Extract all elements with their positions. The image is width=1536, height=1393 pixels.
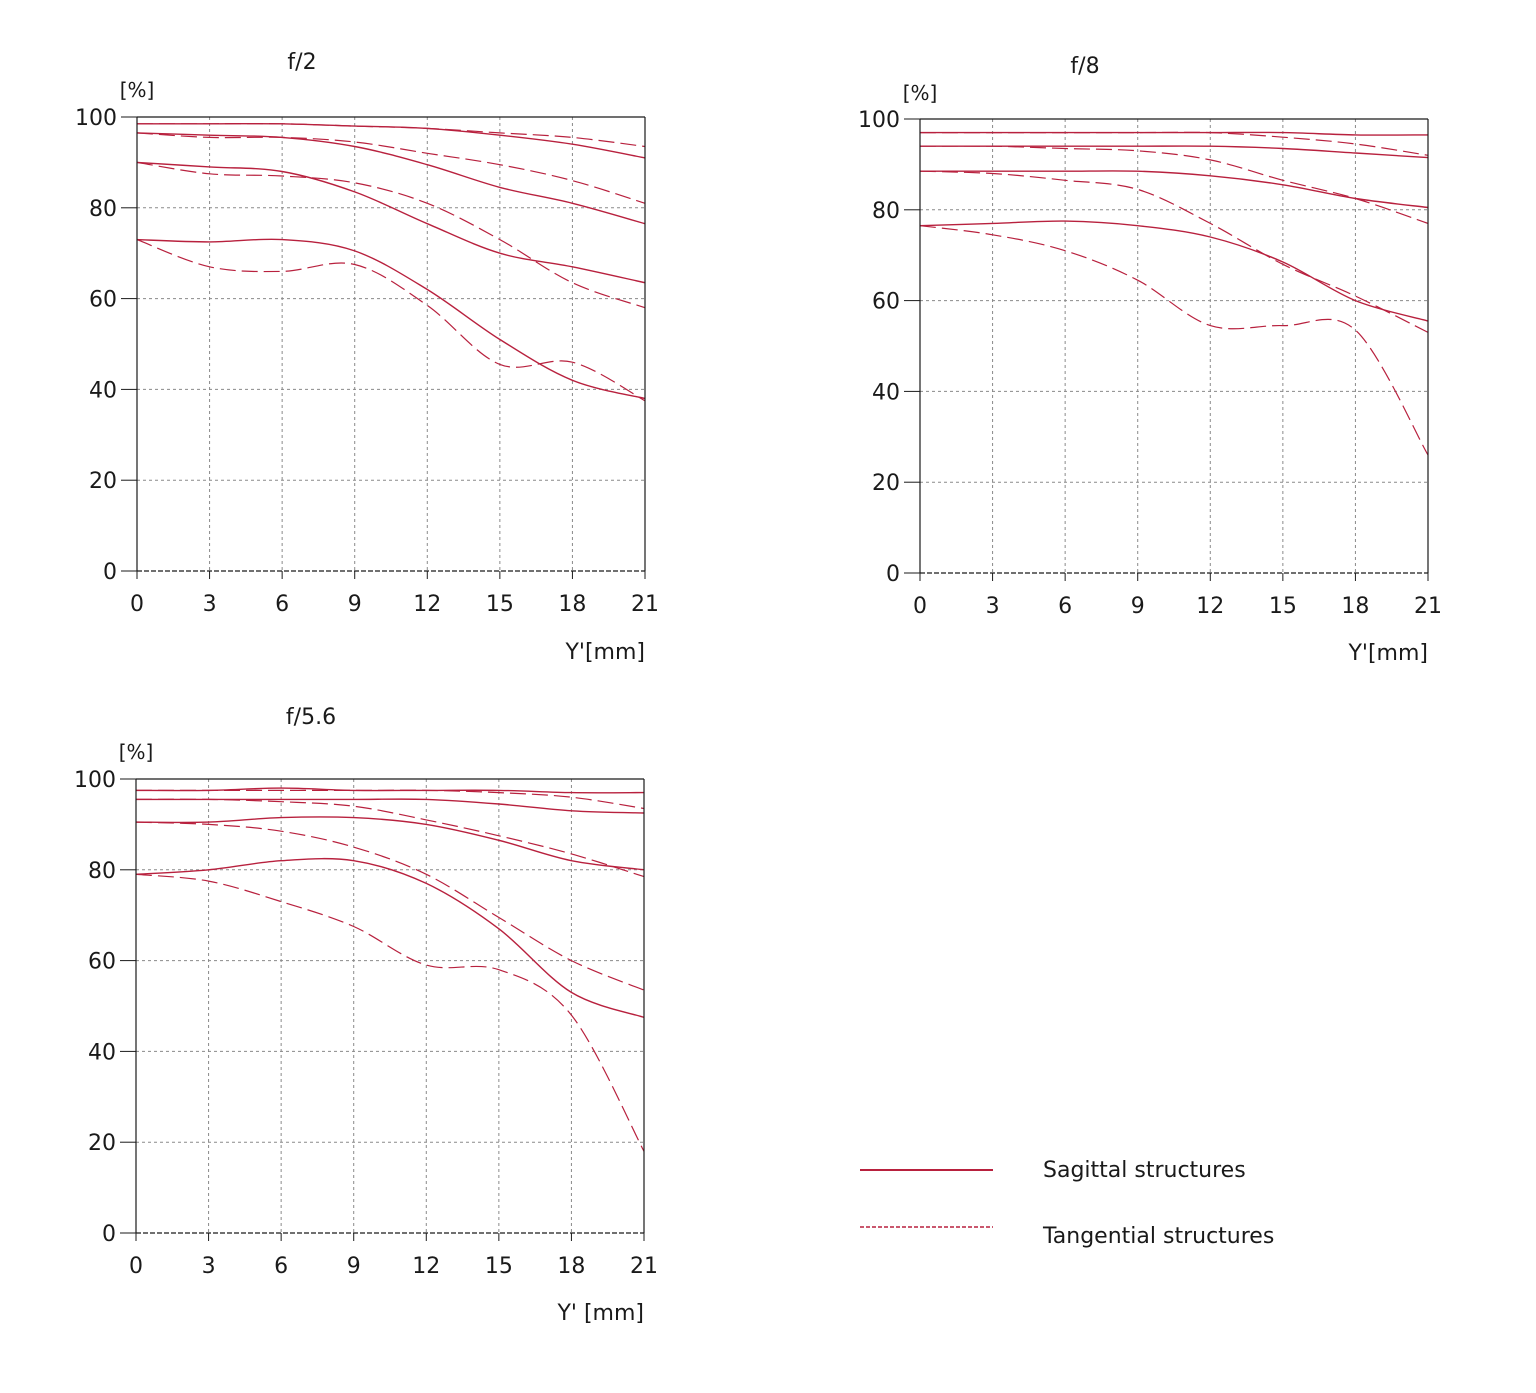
y-tick-label: 20 [88,1131,116,1156]
tangential-curve-1 [136,123,646,148]
x-tick-label: 9 [1131,594,1145,619]
chart-f2-curves [136,122,646,402]
x-tick-label: 0 [129,1254,143,1279]
tangential-curve-3 [919,145,1429,224]
y-tick-label: 100 [858,108,900,133]
x-tick-label: 15 [486,592,514,617]
x-tick-label: 9 [347,1254,361,1279]
x-tick-label: 6 [275,592,289,617]
y-tick-label: 60 [89,288,117,313]
chart-f5-6-ticks: 0 3 6 9 12 15 18 21 0 20 40 60 80 100 [74,768,658,1279]
x-tick-label: 12 [1196,594,1224,619]
legend-sagittal-label: Sagittal structures [1043,1158,1246,1183]
tangential-curve-5 [135,821,645,991]
x-tick-label: 0 [913,594,927,619]
tangential-curve-7 [136,239,646,402]
tangential-curve-3 [135,798,645,878]
tangential-curve-3 [136,132,646,204]
sagittal-curve-6 [136,238,646,400]
x-tick-label: 21 [630,1254,658,1279]
y-tick-label: 20 [89,469,117,494]
y-tick-label: 0 [103,560,117,585]
sagittal-curve-6 [135,857,645,1019]
x-tick-label: 15 [485,1254,513,1279]
sagittal-curve-2 [136,132,646,225]
tangential-curve-7 [919,225,1429,456]
y-tick-label: 40 [88,1040,116,1065]
chart-title: f/8 [1070,54,1099,79]
x-tick-label: 12 [413,592,441,617]
chart-f5-6-frame [135,778,645,1234]
chart-f2-grid [137,117,645,571]
y-tick-label: 80 [872,199,900,224]
tangential-curve-1 [136,789,645,810]
chart-title: f/2 [287,50,316,75]
sagittal-curve-6 [919,220,1429,322]
sagittal-curve-2 [919,145,1429,159]
x-axis-label: Y'[mm] [564,640,645,665]
legend: Sagittal structures Tangential structure… [860,1158,1274,1249]
chart-f2: 0 3 6 9 12 15 18 21 0 20 40 60 80 100 f/2 [%] Y'[mm] [75,50,659,665]
y-tick-label: 100 [74,768,116,793]
x-tick-label: 18 [1341,594,1369,619]
chart-f5-6: 0 3 6 9 12 15 18 21 0 20 40 60 80 100 f/5.6 [%] Y' [m… [74,705,658,1326]
sagittal-curve-4 [920,170,1429,209]
sagittal-curve-2 [136,798,645,814]
chart-f8-ticks: 0 3 6 9 12 15 18 21 0 20 40 60 80 100 [858,108,1442,619]
y-tick-label: 0 [102,1222,116,1247]
tangential-curve-5 [919,170,1429,333]
x-tick-label: 6 [1058,594,1072,619]
x-tick-label: 3 [203,592,217,617]
y-tick-label: 60 [88,950,116,975]
x-tick-label: 0 [130,592,144,617]
x-tick-label: 6 [274,1254,288,1279]
x-tick-label: 3 [986,594,1000,619]
x-tick-label: 18 [557,1254,585,1279]
chart-f2-ticks: 0 3 6 9 12 15 18 21 0 20 40 60 80 100 [75,106,659,617]
x-tick-label: 18 [558,592,586,617]
y-tick-label: 80 [88,859,116,884]
x-tick-label: 3 [202,1254,216,1279]
y-tick-label: 40 [872,380,900,405]
tangential-curve-5 [136,161,646,309]
chart-f2-frame [136,116,646,572]
x-axis-label: Y'[mm] [1347,641,1428,666]
y-tick-label: 0 [886,562,900,587]
x-tick-label: 15 [1269,594,1297,619]
y-axis-label: [%] [120,78,155,102]
y-tick-label: 60 [872,290,900,315]
x-axis-label: Y' [mm] [556,1301,644,1326]
tangential-curve-1 [920,131,1429,156]
chart-title: f/5.6 [286,705,336,730]
chart-f5-6-curves [135,787,645,1152]
y-tick-label: 100 [75,106,117,131]
y-tick-label: 40 [89,378,117,403]
sagittal-curve-4 [135,816,645,871]
y-tick-label: 20 [872,471,900,496]
chart-f8: 0 3 6 9 12 15 18 21 0 20 40 60 80 100 f/8 [%] Y'[mm] [858,54,1442,666]
tangential-curve-7 [135,873,645,1152]
y-axis-label: [%] [903,81,938,105]
chart-f5-6-grid [136,779,644,1233]
x-tick-label: 21 [1414,594,1442,619]
x-tick-label: 12 [412,1254,440,1279]
legend-tangential-label: Tangential structures [1042,1224,1274,1249]
x-tick-label: 21 [631,592,659,617]
y-axis-label: [%] [119,740,154,764]
sagittal-curve-4 [136,161,646,284]
chart-f8-frame [919,118,1429,574]
chart-f8-curves [919,131,1429,456]
chart-f8-grid [920,119,1428,573]
sagittal-curve-0 [136,122,646,159]
x-tick-label: 9 [348,592,362,617]
y-tick-label: 80 [89,197,117,222]
